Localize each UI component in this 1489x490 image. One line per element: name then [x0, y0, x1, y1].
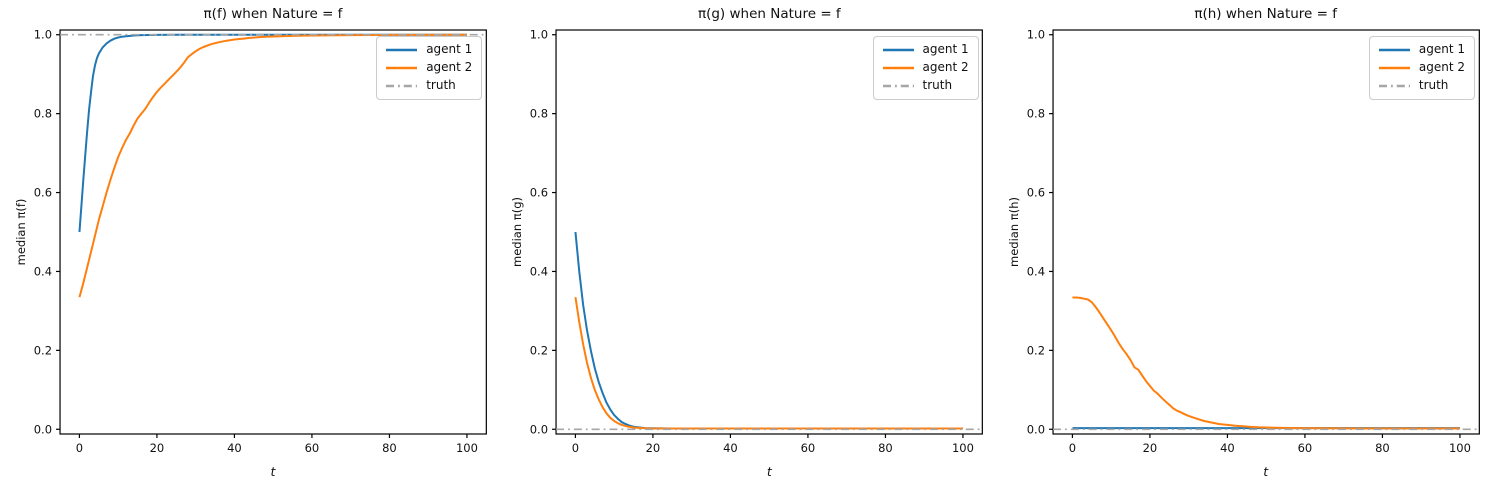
legend: agent 1 agent 2 truth [376, 36, 483, 100]
legend-item-truth: truth [385, 79, 472, 92]
subplot-pi-f: π(f) when Nature = f median π(f) 0 20 40 60… [0, 0, 496, 490]
legend-label-agent-2: agent 2 [426, 60, 473, 75]
legend-label-agent-2: agent 2 [1418, 60, 1465, 75]
y-tick-label: 0.2 [530, 343, 548, 357]
axes-frame [1052, 29, 1480, 435]
y-tick-label: 1.0 [34, 28, 52, 42]
legend-line-sample-agent-2 [386, 66, 418, 70]
legend-item-truth: truth [882, 79, 969, 92]
x-tick-label: 20 [1142, 441, 1157, 455]
legend-label-truth: truth [1418, 78, 1449, 93]
axes-frame [555, 29, 984, 435]
x-tick-label: 60 [305, 441, 320, 455]
plot-title: π(h) when Nature = f [1194, 6, 1337, 22]
legend-line-sample-agent-2 [882, 66, 914, 70]
legend-line-sample-agent-1 [386, 48, 418, 51]
legend-line-sample-truth [1378, 84, 1410, 88]
y-tick-label: 0.6 [34, 186, 52, 200]
y-tick-label: 1.0 [530, 28, 548, 42]
legend-label-truth: truth [922, 78, 953, 93]
legend-line-sample-agent-2 [1378, 66, 1410, 70]
x-axis-label: t [270, 464, 276, 479]
x-axis-label: t [1263, 464, 1269, 479]
legend-line-sample-agent-1 [882, 48, 914, 51]
x-tick-label: 0 [572, 441, 579, 455]
x-tick-label: 80 [878, 441, 893, 455]
y-tick-label: 0.4 [530, 264, 548, 278]
plot-canvas-pi-g: 0 20 40 60 80 100 0.0 0.2 0.4 0.6 0.8 1.0 [530, 28, 984, 455]
legend-label-agent-1: agent 1 [922, 42, 969, 56]
plot-title: π(g) when Nature = f [697, 6, 841, 22]
legend-item-agent-2: agent 2 [882, 60, 969, 75]
plot-title: π(f) when Nature = f [203, 6, 343, 22]
y-tick-label: 0.8 [34, 107, 52, 121]
legend-line-sample-agent-1 [1378, 48, 1410, 51]
x-tick-label: 80 [382, 441, 397, 455]
plot-canvas-pi-h: 0 20 40 60 80 100 0.0 0.2 0.4 0.6 0.8 1.0 [1026, 28, 1480, 455]
x-tick-label: 100 [1449, 441, 1471, 455]
legend-label-agent-1: agent 1 [426, 42, 473, 56]
legend: agent 1 agent 2 truth [1368, 36, 1475, 100]
x-tick-label: 100 [456, 441, 478, 455]
legend-item-agent-1: agent 1 [385, 42, 473, 56]
x-tick-label: 40 [227, 441, 242, 455]
y-tick-label: 0.6 [530, 186, 548, 200]
x-tick-label: 60 [1297, 441, 1312, 455]
y-tick-label: 0.2 [34, 343, 52, 357]
x-tick-label: 20 [646, 441, 661, 455]
x-tick-label: 60 [801, 441, 816, 455]
plot-canvas-pi-f: 0 20 40 60 80 100 0.0 0.2 0.4 0.6 0.8 1.0 [34, 28, 487, 455]
x-tick-label: 40 [723, 441, 738, 455]
series-line-agent-2 [78, 33, 467, 298]
y-tick-label: 0.6 [1026, 186, 1044, 200]
x-tick-label: 20 [150, 441, 165, 455]
y-tick-label: 0.0 [530, 422, 548, 436]
legend-item-truth: truth [1378, 79, 1465, 92]
y-tick-label: 0.4 [1026, 264, 1044, 278]
legend-item-agent-2: agent 2 [1378, 60, 1465, 75]
legend-item-agent-1: agent 1 [882, 42, 969, 56]
y-tick-label: 0.2 [1026, 343, 1044, 357]
legend-item-agent-1: agent 1 [1378, 42, 1465, 56]
series-line-agent-1 [574, 231, 964, 430]
x-tick-label: 40 [1220, 441, 1235, 455]
x-axis-label: t [766, 464, 772, 479]
series-line-agent-2 [1072, 296, 1460, 430]
subplot-pi-h: π(h) when Nature = f median π(h) 0 20 40 60… [993, 0, 1489, 490]
legend-label-agent-2: agent 2 [922, 60, 969, 75]
legend-line-sample-truth [882, 84, 914, 88]
legend-line-sample-truth [386, 84, 418, 88]
series-line-agent-2 [574, 296, 964, 430]
legend-item-agent-2: agent 2 [385, 60, 473, 75]
x-tick-label: 80 [1375, 441, 1390, 455]
y-tick-label: 0.8 [1026, 107, 1044, 121]
y-tick-label: 0.8 [530, 107, 548, 121]
legend: agent 1 agent 2 truth [872, 36, 979, 100]
y-tick-label: 0.0 [1026, 422, 1044, 436]
y-tick-label: 1.0 [1026, 28, 1044, 42]
y-tick-label: 0.0 [34, 422, 52, 436]
x-tick-label: 0 [76, 441, 83, 455]
x-tick-label: 100 [952, 441, 974, 455]
x-tick-label: 0 [1068, 441, 1075, 455]
legend-label-truth: truth [426, 78, 456, 93]
subplot-pi-g: π(g) when Nature = f median π(g) 0 20 40 60… [496, 0, 992, 490]
axes-frame [59, 29, 487, 435]
legend-label-agent-1: agent 1 [1418, 42, 1465, 56]
y-tick-label: 0.4 [34, 264, 52, 278]
